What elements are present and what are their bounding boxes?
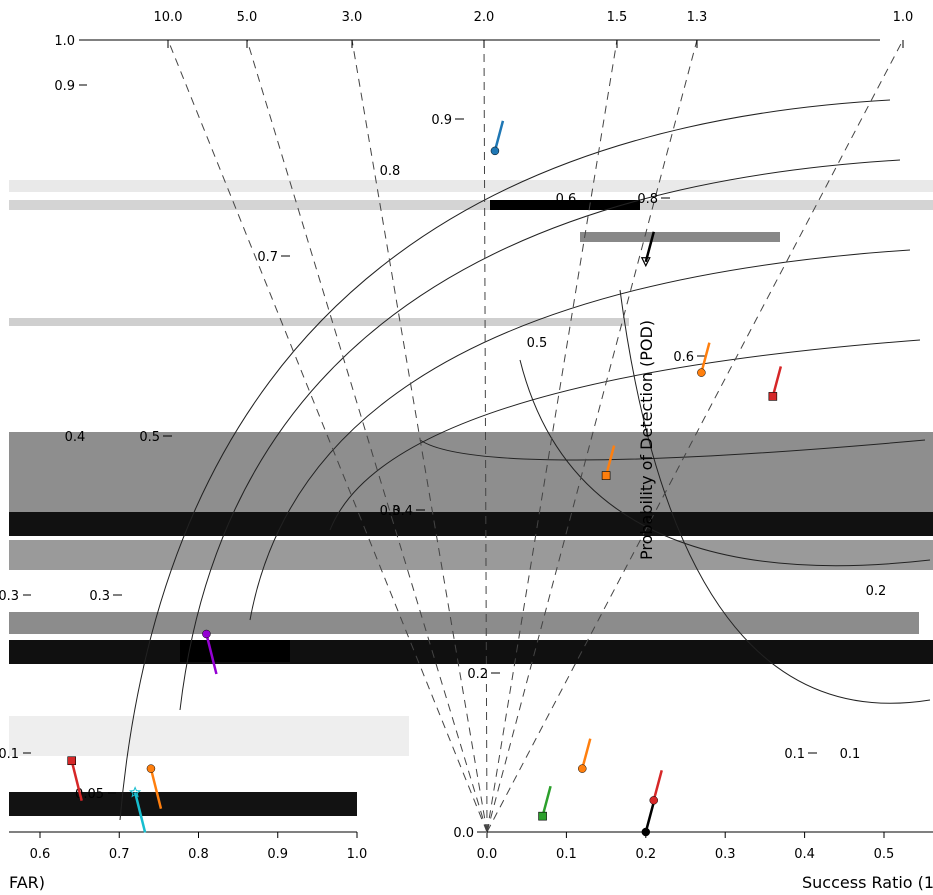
left-y-tick-label: 1.0 <box>54 34 75 49</box>
csi-contour-line <box>419 439 926 461</box>
left-data-point <box>202 629 211 639</box>
right-y-tick-label: 0.7 <box>257 250 278 265</box>
right-y-tick-label: 0.1 <box>784 747 805 762</box>
bias-line <box>483 39 488 833</box>
left-data-point <box>146 764 156 773</box>
csi-label: 0.1 <box>840 747 861 762</box>
bias-line <box>167 39 488 833</box>
right-x-tick-label: 0.5 <box>874 847 895 862</box>
right-y-tick-label: 0.9 <box>431 113 452 128</box>
bias-line <box>486 39 904 833</box>
left-point-trail <box>70 760 83 802</box>
left-x-axis-title: FAR) <box>9 873 45 891</box>
csi-labels: 0.80.60.50.40.30.20.1 <box>65 164 887 762</box>
right-point-trail <box>652 769 663 801</box>
right-data-point <box>649 796 658 805</box>
left-x-tick-label: 0.9 <box>267 847 288 862</box>
right-y-axis-title: Probability of Detection (POD) <box>637 320 656 560</box>
right-data-point <box>697 368 706 377</box>
left-data-point <box>129 786 142 798</box>
right-x-tick-label: 0.4 <box>794 847 815 862</box>
left-point-trail <box>133 792 147 833</box>
render-artifact-bands <box>9 180 933 816</box>
bias-label: 5.0 <box>237 10 258 25</box>
bias-label: 3.0 <box>342 10 363 25</box>
right-data-point <box>768 392 778 401</box>
bias-line <box>486 39 698 833</box>
bias-label: 1.0 <box>893 10 914 25</box>
right-point-trail <box>604 445 616 476</box>
right-y-tick-label: 0.0 <box>453 826 474 841</box>
right-data-points <box>490 120 783 837</box>
left-point-trail <box>205 633 218 675</box>
bias-lines <box>167 39 904 833</box>
csi-contours <box>119 99 931 821</box>
right-x-tick-label: 0.0 <box>477 847 498 862</box>
bias-label: 2.0 <box>474 10 495 25</box>
right-point-trail <box>771 366 783 397</box>
bias-label: 1.3 <box>687 10 708 25</box>
left-point-trail <box>149 768 163 809</box>
right-data-point <box>641 827 651 837</box>
right-data-point <box>578 764 587 773</box>
bias-line <box>486 39 618 833</box>
bias-label: 10.0 <box>154 10 183 25</box>
csi-label: 0.3 <box>380 504 401 519</box>
right-y-tick-label: 0.6 <box>673 350 694 365</box>
right-y-tick-label: 0.3 <box>89 589 110 604</box>
right-data-point <box>601 471 611 480</box>
right-point-trail <box>493 120 505 152</box>
csi-label: 0.8 <box>380 164 401 179</box>
left-data-points <box>67 629 218 833</box>
right-axes: 0.0 0.1 0.2 0.3 0.4 0.50.90.80.70.60.50.40.30… <box>80 39 933 862</box>
bias-line <box>246 39 488 833</box>
right-y-tick-label: 0.2 <box>467 667 488 682</box>
right-panel: 0.0 0.1 0.2 0.3 0.4 0.50.90.80.70.60.50.40.30… <box>65 10 933 892</box>
right-point-trail <box>541 785 552 817</box>
left-x-tick-label: 0.6 <box>30 847 51 862</box>
left-data-point <box>67 756 76 766</box>
right-point-trail <box>644 801 656 833</box>
csi-contour-line <box>519 359 931 567</box>
right-y-tick-label: 0.5 <box>139 430 160 445</box>
csi-contour-line <box>619 289 931 704</box>
right-x-axis-title: Success Ratio (1- <box>802 873 933 891</box>
right-point-trail <box>700 342 711 373</box>
right-data-point <box>538 811 547 821</box>
left-y-tick-label: 0.3 <box>0 589 19 604</box>
right-x-tick-label: 0.2 <box>635 847 656 862</box>
bias-label: 1.5 <box>607 10 628 25</box>
csi-label: 0.4 <box>65 430 86 445</box>
csi-label: 0.5 <box>527 336 548 351</box>
csi-label: 0.2 <box>866 584 887 599</box>
left-x-tick-label: 0.7 <box>109 847 130 862</box>
bias-labels: 10.0 5.0 3.0 2.0 1.5 1.3 1.0 <box>154 10 914 48</box>
csi-contour-line <box>179 159 901 711</box>
left-axes: 0.6 0.7 0.8 0.9 1.01.00.90.30.10.05 <box>0 34 367 862</box>
right-y-tick-label: 0.8 <box>637 192 658 207</box>
right-x-tick-label: 0.1 <box>556 847 577 862</box>
bias-line <box>351 39 488 833</box>
csi-contour-line <box>249 249 911 621</box>
right-point-trail <box>581 738 592 769</box>
right-data-point <box>640 257 651 268</box>
left-y-tick-label: 0.9 <box>54 79 75 94</box>
right-x-tick-label: 0.3 <box>715 847 736 862</box>
csi-label: 0.6 <box>556 192 577 207</box>
csi-contour-line <box>329 339 921 531</box>
left-panel: 0.6 0.7 0.8 0.9 1.01.00.90.30.10.05 FAR) <box>0 34 367 892</box>
left-y-tick-label: 0.1 <box>0 747 19 762</box>
csi-contour-line <box>119 99 891 821</box>
right-data-point <box>490 146 500 156</box>
right-point-trail <box>644 231 656 263</box>
left-x-tick-label: 0.8 <box>188 847 209 862</box>
left-x-tick-label: 1.0 <box>347 847 368 862</box>
right-y-tick-label: 0.4 <box>392 504 413 519</box>
